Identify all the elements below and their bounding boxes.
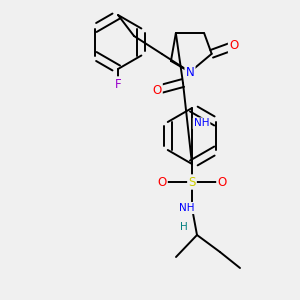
Text: O: O <box>152 83 162 97</box>
Text: F: F <box>115 77 121 91</box>
Text: S: S <box>188 176 196 188</box>
Text: O: O <box>218 176 226 188</box>
Text: O: O <box>158 176 166 188</box>
Text: NH: NH <box>179 203 195 213</box>
Text: NH: NH <box>194 118 209 128</box>
Text: N: N <box>186 65 194 79</box>
Text: H: H <box>180 222 188 232</box>
Text: O: O <box>229 39 238 52</box>
